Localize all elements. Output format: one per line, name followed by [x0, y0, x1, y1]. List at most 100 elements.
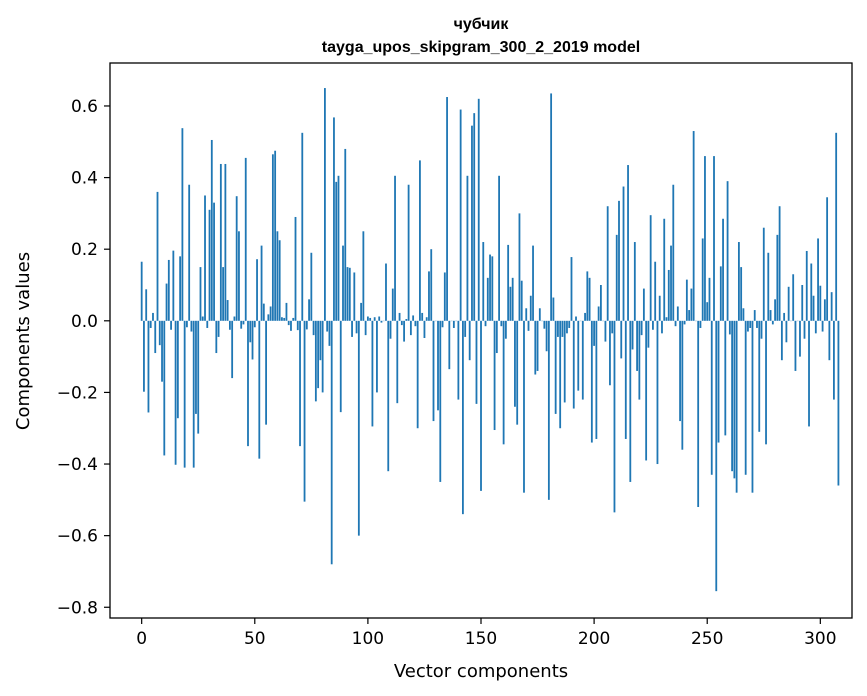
bar [242, 320, 245, 325]
bar [758, 320, 761, 432]
bar [733, 320, 736, 479]
bar [258, 320, 261, 459]
bar [667, 269, 670, 321]
bar [821, 320, 824, 332]
bar [301, 132, 304, 321]
bar [201, 316, 204, 321]
bar [489, 254, 491, 321]
bar [260, 245, 263, 321]
bar [176, 320, 179, 419]
bar [305, 320, 308, 330]
bar [287, 320, 290, 326]
bar [613, 320, 616, 513]
y-axis-label: Components values [13, 252, 34, 430]
bar [504, 320, 507, 339]
bar [647, 320, 650, 348]
bar [231, 320, 234, 379]
bar [294, 216, 297, 321]
bar [640, 320, 643, 336]
bar [670, 245, 672, 321]
bar [771, 320, 774, 325]
bar [276, 231, 279, 321]
y-tick-label: −0.4 [57, 455, 98, 475]
bar [509, 286, 512, 321]
bar [342, 245, 344, 321]
bar [559, 320, 562, 429]
bar [581, 320, 584, 400]
bar [557, 320, 559, 337]
bar [394, 175, 396, 321]
bar [199, 267, 202, 321]
bar [425, 317, 428, 321]
bar [672, 184, 675, 321]
bar [645, 320, 648, 461]
x-tick-label: 250 [691, 629, 723, 649]
bar [457, 320, 460, 400]
bar [357, 320, 360, 536]
x-tick-label: 300 [804, 629, 836, 649]
bar [652, 320, 654, 330]
bar [419, 160, 421, 321]
bar [590, 320, 593, 443]
bar [498, 175, 500, 321]
bar [620, 320, 623, 359]
bar [337, 175, 340, 321]
bar [520, 280, 523, 321]
bar [165, 283, 168, 321]
bar [204, 195, 206, 321]
bar [147, 320, 150, 413]
bar [480, 320, 482, 491]
chart-title: чубчик [454, 16, 510, 33]
bar [624, 320, 627, 439]
bar [317, 320, 320, 389]
bar [704, 156, 706, 321]
bar [154, 320, 157, 354]
bar [364, 320, 367, 336]
bar [265, 320, 267, 425]
bar [235, 196, 238, 321]
plot-frame [109, 62, 853, 619]
bar [552, 297, 555, 321]
bar [167, 259, 170, 321]
bar [371, 320, 374, 427]
bar [742, 308, 745, 321]
bar [385, 263, 387, 321]
x-tick-label: 100 [352, 629, 384, 649]
bar [335, 181, 338, 321]
bar [249, 320, 252, 343]
bar [188, 184, 191, 321]
bar [744, 320, 747, 475]
bar [407, 184, 410, 321]
bar [719, 266, 722, 321]
bar [321, 320, 324, 393]
bar [794, 320, 797, 371]
bar [658, 295, 661, 321]
x-tick-label: 50 [244, 629, 266, 649]
bar [568, 320, 571, 328]
bar [319, 320, 322, 361]
bar [353, 272, 356, 321]
bar [527, 320, 530, 331]
bar [826, 197, 829, 321]
bar [290, 320, 292, 331]
bar [473, 113, 476, 321]
bar [213, 202, 215, 321]
bar [183, 320, 186, 468]
bar [281, 317, 283, 321]
bar [514, 320, 516, 407]
bar [692, 131, 695, 321]
bar [833, 320, 835, 400]
y-tick-label: −0.2 [57, 383, 98, 403]
bar [247, 320, 249, 447]
bar [780, 320, 783, 361]
x-tick-label: 150 [465, 629, 497, 649]
bar [837, 320, 840, 486]
bar [706, 302, 709, 321]
bar [296, 320, 299, 331]
bar [511, 277, 514, 321]
bar [676, 306, 679, 321]
y-tick-label: −0.8 [57, 598, 98, 618]
bar [728, 320, 731, 335]
bar [737, 242, 740, 321]
bar [593, 320, 596, 346]
